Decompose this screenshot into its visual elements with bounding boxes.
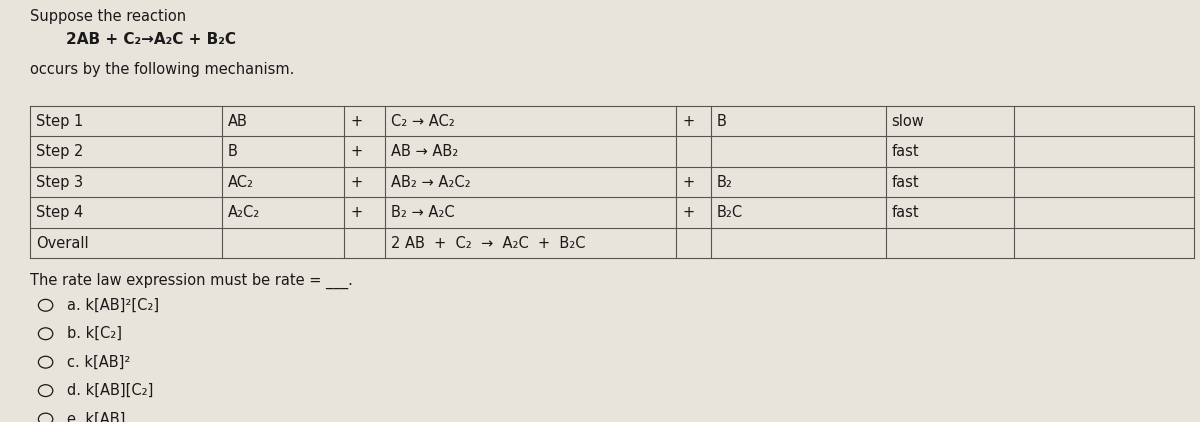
Text: Step 2: Step 2 <box>36 144 83 159</box>
Text: A₂C₂: A₂C₂ <box>228 205 260 220</box>
Text: slow: slow <box>892 114 924 129</box>
Text: 2 AB  +  C₂  →  A₂C  +  B₂C: 2 AB + C₂ → A₂C + B₂C <box>391 235 586 251</box>
Text: +: + <box>350 144 362 159</box>
Text: Step 4: Step 4 <box>36 205 83 220</box>
Text: Step 1: Step 1 <box>36 114 83 129</box>
Text: AB: AB <box>228 114 248 129</box>
Text: C₂ → AC₂: C₂ → AC₂ <box>391 114 455 129</box>
Text: B₂C: B₂C <box>716 205 743 220</box>
Text: Overall: Overall <box>36 235 89 251</box>
Text: B: B <box>228 144 238 159</box>
Text: +: + <box>682 175 694 189</box>
Text: +: + <box>350 205 362 220</box>
Ellipse shape <box>38 299 53 311</box>
Text: B₂: B₂ <box>716 175 733 189</box>
Text: AC₂: AC₂ <box>228 175 254 189</box>
Ellipse shape <box>38 413 53 422</box>
Text: b. k[C₂]: b. k[C₂] <box>67 326 122 341</box>
Text: B₂ → A₂C: B₂ → A₂C <box>391 205 455 220</box>
Text: B: B <box>716 114 727 129</box>
Text: +: + <box>350 175 362 189</box>
Text: AB → AB₂: AB → AB₂ <box>391 144 458 159</box>
Text: occurs by the following mechanism.: occurs by the following mechanism. <box>30 62 294 77</box>
Ellipse shape <box>38 328 53 340</box>
Text: a. k[AB]²[C₂]: a. k[AB]²[C₂] <box>67 298 160 313</box>
Text: 2AB + C₂→A₂C + B₂C: 2AB + C₂→A₂C + B₂C <box>66 32 236 47</box>
Text: Suppose the reaction: Suppose the reaction <box>30 9 186 24</box>
Text: Step 3: Step 3 <box>36 175 83 189</box>
Text: d. k[AB][C₂]: d. k[AB][C₂] <box>67 383 154 398</box>
Text: +: + <box>682 205 694 220</box>
Text: AB₂ → A₂C₂: AB₂ → A₂C₂ <box>391 175 470 189</box>
Text: +: + <box>682 114 694 129</box>
Text: fast: fast <box>892 205 919 220</box>
Text: +: + <box>350 114 362 129</box>
Ellipse shape <box>38 356 53 368</box>
Text: c. k[AB]²: c. k[AB]² <box>67 354 131 370</box>
Ellipse shape <box>38 385 53 397</box>
Text: e. k[AB]: e. k[AB] <box>67 411 126 422</box>
Text: fast: fast <box>892 175 919 189</box>
Text: The rate law expression must be rate = ___.: The rate law expression must be rate = _… <box>30 272 353 289</box>
Text: fast: fast <box>892 144 919 159</box>
